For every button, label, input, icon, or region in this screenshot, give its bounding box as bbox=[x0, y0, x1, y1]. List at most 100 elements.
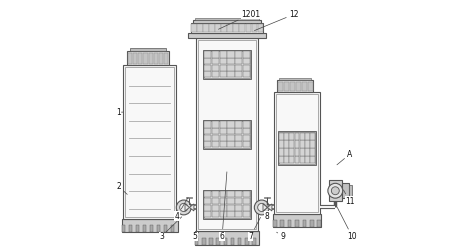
Bar bbox=[215, 24, 221, 32]
Bar bbox=[300, 140, 305, 148]
Bar bbox=[310, 148, 315, 156]
Bar bbox=[195, 231, 259, 245]
Bar bbox=[228, 191, 235, 197]
Bar bbox=[290, 82, 295, 91]
Bar bbox=[243, 135, 250, 141]
Bar bbox=[204, 205, 211, 211]
Polygon shape bbox=[190, 204, 194, 211]
Bar bbox=[191, 23, 264, 33]
Bar bbox=[203, 24, 209, 32]
Circle shape bbox=[255, 200, 269, 215]
Polygon shape bbox=[185, 204, 190, 211]
Bar bbox=[296, 82, 301, 91]
Bar bbox=[204, 121, 250, 148]
Bar bbox=[239, 24, 245, 32]
Bar bbox=[212, 58, 219, 64]
Bar bbox=[235, 65, 242, 71]
Bar bbox=[212, 141, 219, 147]
Bar bbox=[212, 122, 219, 127]
Bar bbox=[219, 65, 227, 71]
Bar bbox=[204, 128, 211, 134]
Bar bbox=[295, 132, 300, 140]
Bar bbox=[219, 52, 227, 58]
Bar bbox=[204, 58, 211, 64]
Bar bbox=[278, 131, 316, 165]
Bar bbox=[149, 53, 153, 63]
Bar bbox=[342, 183, 349, 198]
Bar bbox=[186, 197, 192, 198]
Bar bbox=[284, 132, 289, 140]
Bar bbox=[279, 132, 284, 140]
Bar bbox=[243, 198, 250, 204]
Bar bbox=[233, 24, 239, 32]
Text: 12: 12 bbox=[255, 10, 299, 31]
Bar bbox=[204, 71, 211, 77]
Bar bbox=[310, 140, 315, 148]
Bar bbox=[310, 132, 315, 140]
Bar bbox=[204, 51, 250, 78]
Bar bbox=[295, 156, 300, 164]
Bar bbox=[228, 65, 235, 71]
Bar bbox=[197, 24, 202, 32]
Bar bbox=[228, 141, 235, 147]
Bar bbox=[235, 141, 242, 147]
Bar bbox=[284, 140, 289, 148]
Text: 4: 4 bbox=[174, 197, 188, 221]
Circle shape bbox=[258, 203, 266, 212]
Bar bbox=[136, 225, 139, 232]
Bar bbox=[228, 52, 235, 58]
Bar bbox=[221, 24, 227, 32]
Bar bbox=[318, 220, 321, 227]
Bar bbox=[212, 52, 219, 58]
Text: 10: 10 bbox=[337, 207, 357, 241]
Bar bbox=[273, 214, 321, 227]
Bar bbox=[258, 24, 263, 32]
Bar bbox=[228, 135, 235, 141]
Bar bbox=[243, 122, 250, 127]
Bar bbox=[157, 225, 160, 232]
Bar bbox=[212, 71, 219, 77]
Bar bbox=[235, 58, 242, 64]
Bar bbox=[198, 40, 256, 229]
Bar bbox=[204, 135, 211, 141]
Bar bbox=[328, 180, 342, 201]
Bar bbox=[203, 120, 251, 149]
Bar bbox=[191, 24, 197, 32]
Bar bbox=[295, 220, 299, 227]
Bar bbox=[224, 238, 227, 245]
Bar bbox=[228, 71, 235, 77]
Bar bbox=[305, 132, 310, 140]
Text: 7: 7 bbox=[248, 217, 261, 241]
Bar bbox=[279, 132, 315, 164]
Bar bbox=[219, 128, 227, 134]
Bar bbox=[290, 140, 294, 148]
Bar bbox=[290, 156, 294, 164]
Bar bbox=[246, 24, 251, 32]
Bar bbox=[212, 128, 219, 134]
Bar bbox=[228, 128, 235, 134]
Bar bbox=[219, 58, 227, 64]
Bar bbox=[284, 148, 289, 156]
Circle shape bbox=[176, 200, 191, 215]
Bar bbox=[305, 148, 310, 156]
Bar bbox=[204, 211, 211, 217]
Bar bbox=[279, 78, 311, 80]
Bar bbox=[274, 92, 320, 214]
Bar bbox=[204, 65, 211, 71]
Polygon shape bbox=[263, 204, 267, 211]
Bar bbox=[130, 49, 166, 52]
Bar bbox=[290, 148, 294, 156]
Bar bbox=[300, 132, 305, 140]
Bar bbox=[209, 24, 215, 32]
Bar bbox=[310, 156, 315, 164]
Text: 5: 5 bbox=[192, 232, 199, 241]
Circle shape bbox=[328, 183, 343, 198]
Bar bbox=[243, 58, 250, 64]
Text: 11: 11 bbox=[344, 190, 355, 206]
Bar bbox=[171, 225, 174, 232]
Bar bbox=[138, 53, 142, 63]
Bar bbox=[219, 122, 227, 127]
Bar bbox=[243, 211, 250, 217]
Bar bbox=[164, 53, 168, 63]
Bar bbox=[290, 132, 294, 140]
